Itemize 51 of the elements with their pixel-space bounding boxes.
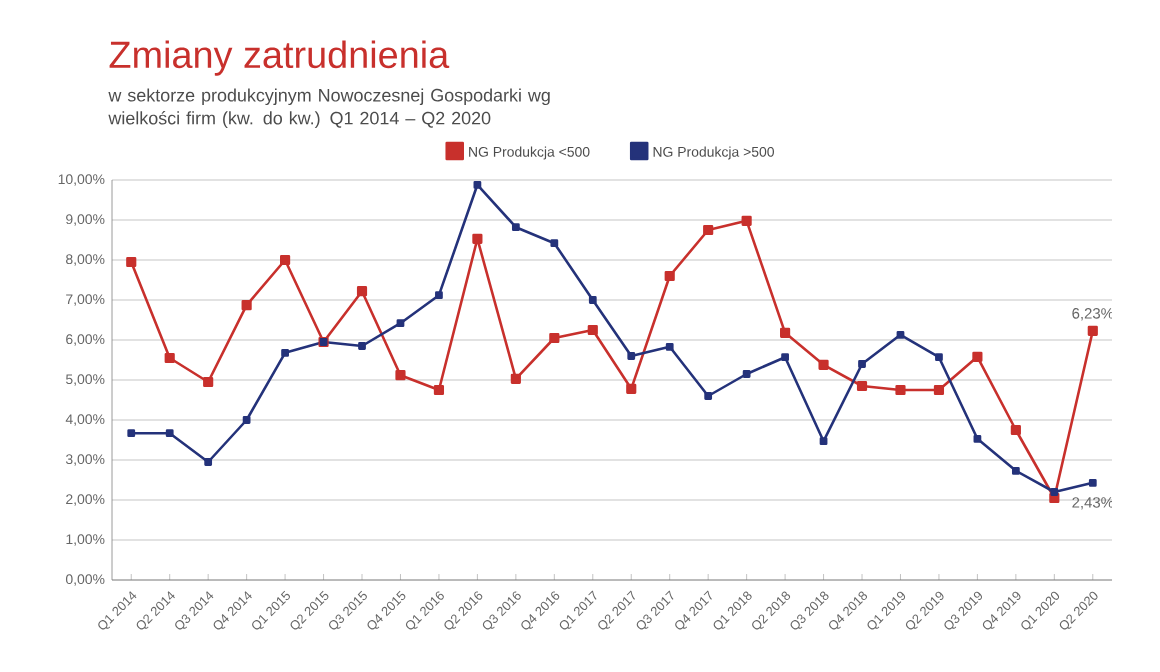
point [550, 239, 559, 248]
point [511, 223, 520, 232]
point [549, 332, 560, 344]
point [1010, 424, 1021, 436]
point [1050, 488, 1059, 496]
point [935, 353, 943, 362]
point [203, 376, 214, 388]
point [780, 327, 791, 338]
point [126, 256, 137, 268]
point [703, 224, 714, 236]
point [665, 342, 674, 351]
point [742, 370, 751, 378]
point [510, 373, 521, 384]
point [895, 384, 906, 396]
point [396, 319, 405, 328]
point [587, 324, 598, 336]
point [127, 429, 136, 438]
point [1087, 325, 1098, 336]
point [1011, 466, 1020, 475]
point [1088, 478, 1097, 487]
point [627, 352, 636, 360]
point [356, 286, 368, 297]
point [818, 359, 829, 370]
point [433, 384, 445, 396]
point [858, 360, 866, 368]
point [242, 416, 251, 424]
point [165, 429, 174, 438]
point [164, 352, 175, 364]
point [664, 270, 675, 282]
point [626, 383, 637, 394]
point [741, 215, 752, 226]
chart-subtitle: w sektorze produkcyjnym Nowoczesnej Gospodarki wg wielkości firm (kw. do kw.) Q1 2014 – Q2 2020 [108, 88, 550, 129]
point [588, 296, 597, 304]
point [395, 370, 406, 381]
point [933, 384, 945, 396]
point [435, 291, 443, 300]
point [781, 353, 789, 362]
point [896, 330, 905, 339]
chart-title: Zmiany zatrudnienia [109, 40, 450, 76]
point [473, 180, 482, 189]
point [204, 458, 213, 466]
point [972, 351, 983, 362]
point [704, 392, 713, 400]
point [819, 437, 828, 446]
point [241, 300, 252, 311]
point [358, 342, 366, 350]
point [281, 348, 289, 357]
point [856, 380, 868, 392]
point [472, 233, 483, 244]
point [280, 254, 291, 266]
point [973, 434, 982, 443]
